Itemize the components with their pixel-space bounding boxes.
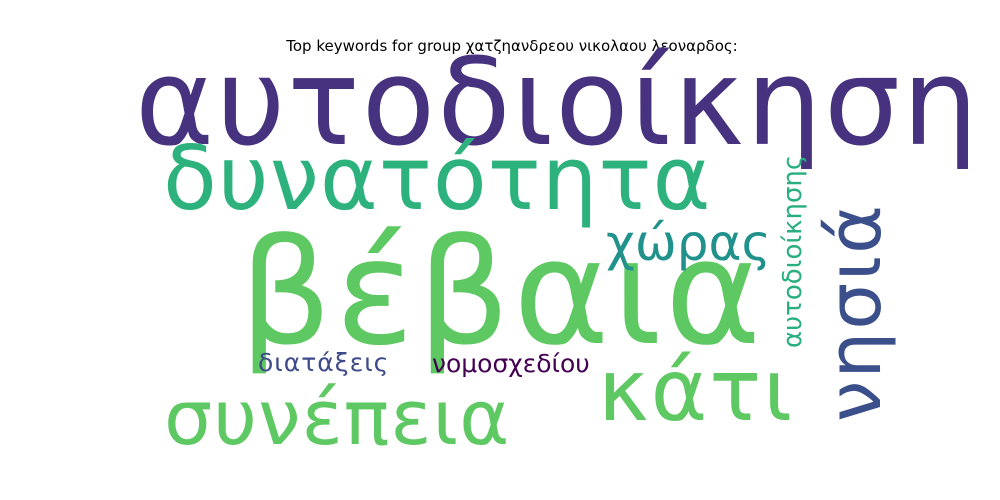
word-vevaia: βέβαια <box>239 208 765 378</box>
figure-title: Top keywords for group χατζηανδρεου νικο… <box>286 37 738 55</box>
word-nisia-vertical: νησιά <box>812 203 898 422</box>
word-choras: χώρας <box>606 214 771 272</box>
word-autodioikisis-vertical: αυτοδιοίκησης <box>778 154 808 348</box>
word-autodioikisi: αυτοδιοίκηση <box>135 34 981 173</box>
word-dynatotita: δυνατότητα <box>163 127 712 230</box>
word-kati: κάτι <box>598 341 795 441</box>
word-synepeia: συνέπεια <box>164 373 511 462</box>
word-diataxeis: διατάξεις <box>258 348 390 377</box>
word-nomoschediou: νομοσχεδίου <box>432 349 590 378</box>
